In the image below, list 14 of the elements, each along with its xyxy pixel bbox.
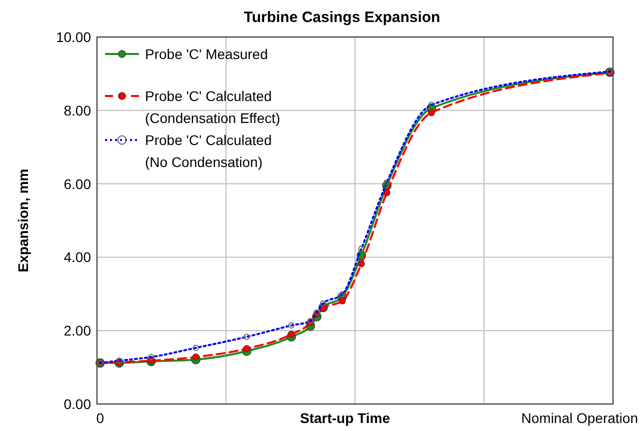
legend-label: Probe 'C' Calculated (No Condensation) [145, 132, 272, 170]
y-axis-title: Expansion, mm [15, 168, 31, 272]
legend-label: Probe 'C' Measured [145, 46, 268, 62]
y-tick-label: 4.00 [64, 249, 92, 266]
legend-label: Probe 'C' Calculated (Condensation Effect) [145, 88, 280, 126]
chart-title: Turbine Casings Expansion [244, 9, 440, 26]
text: Nominal Operation [521, 410, 638, 426]
y-tick-label: 0.00 [64, 396, 92, 412]
x-axis-title: Start-up Time [300, 410, 390, 426]
y-tick-label: 2.00 [64, 322, 92, 339]
y-tick-label: 10.00 [56, 29, 92, 45]
y-tick-label: 8.00 [64, 102, 92, 118]
x-tick-label: 0 [96, 410, 104, 426]
y-tick-label: 6.00 [64, 176, 92, 192]
